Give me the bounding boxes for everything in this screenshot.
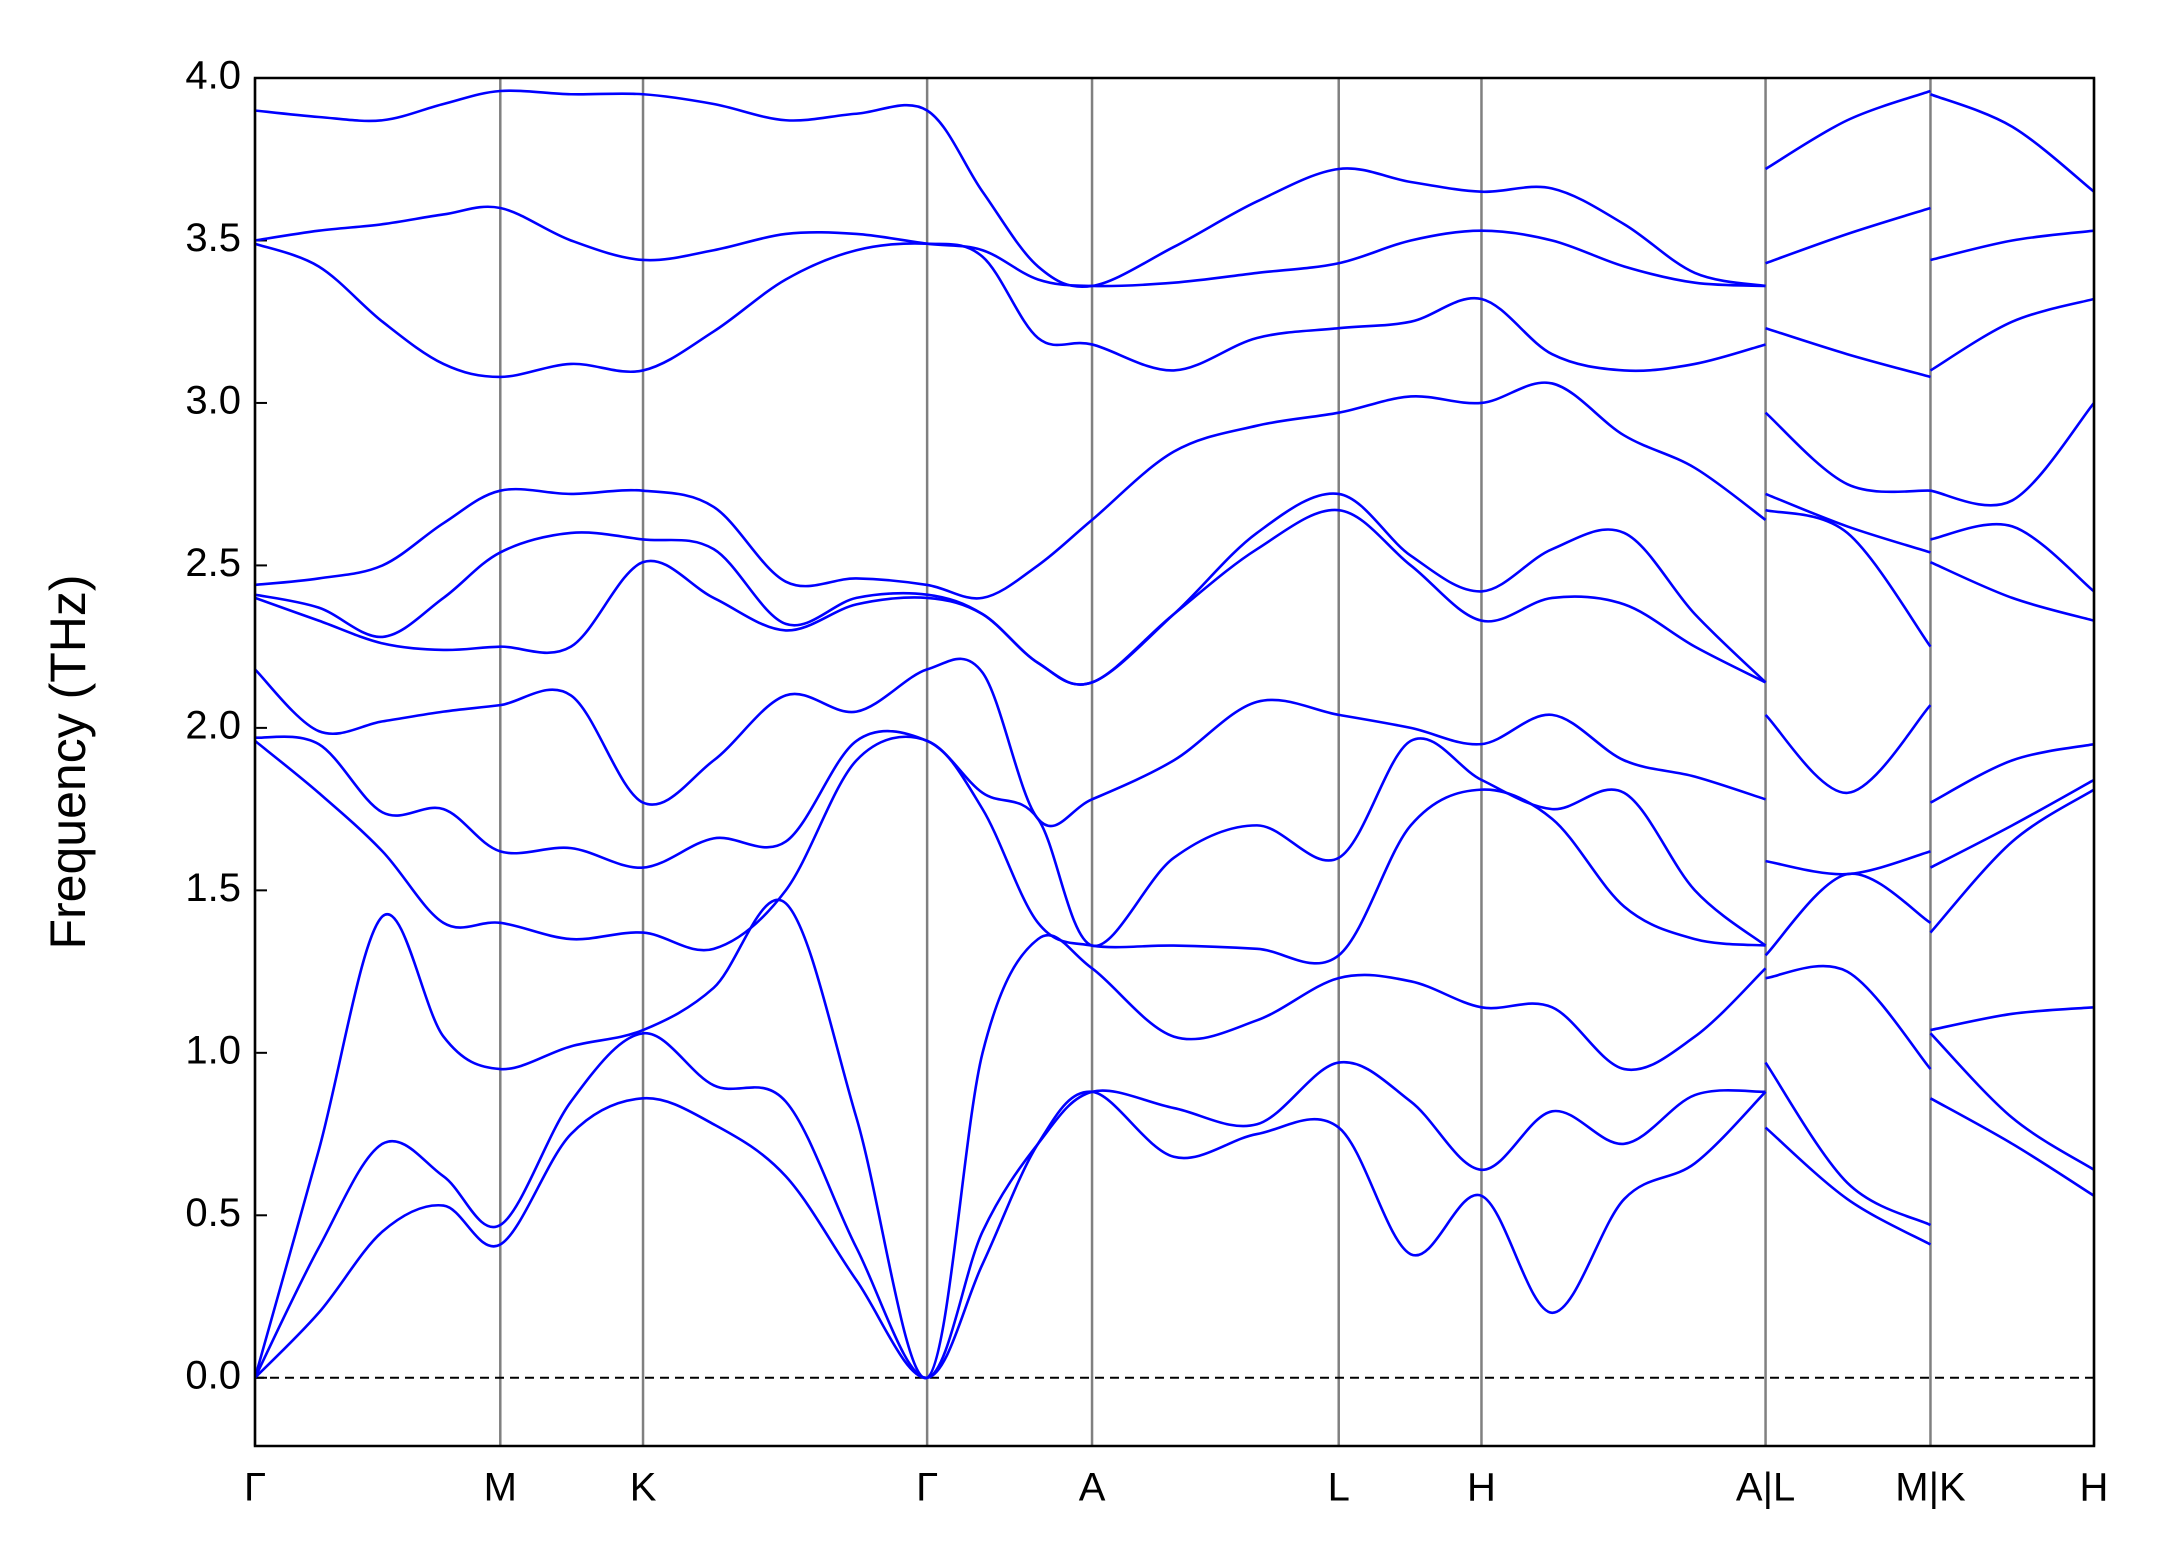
band-line	[255, 735, 2094, 965]
x-tick-label: K	[630, 1466, 657, 1510]
x-tick-label: A	[1079, 1466, 1106, 1510]
band-line	[255, 508, 2094, 686]
x-tick-label: M|K	[1895, 1466, 1966, 1510]
y-tick-label: 1.0	[185, 1028, 241, 1072]
band-line	[255, 492, 2094, 686]
x-tick-label: M	[484, 1466, 517, 1510]
band-line	[255, 89, 2094, 289]
band-line	[255, 381, 2094, 600]
band-line	[255, 242, 2094, 379]
y-tick-label: 3.0	[185, 379, 241, 423]
y-tick-label: 0.0	[185, 1353, 241, 1397]
y-tick-label: 0.5	[185, 1191, 241, 1235]
y-axis-label: Frequency (THz)	[40, 574, 96, 949]
band-line	[255, 1032, 2094, 1380]
y-tick-label: 3.5	[185, 216, 241, 260]
y-tick-label: 4.0	[185, 54, 241, 98]
axis-labels: 0.0 0.5 1.0 1.5 2.0 2.5 3.0 3.5 4.0 Γ M K Γ A L H A|L M|K…	[185, 54, 2108, 1510]
y-tick-label: 1.5	[185, 866, 241, 910]
band-line	[255, 205, 2094, 288]
band-line	[255, 657, 2094, 828]
x-tick-label: Γ	[244, 1466, 266, 1510]
band-line	[255, 729, 2094, 947]
x-tick-label: A|L	[1736, 1466, 1795, 1510]
x-tick-label: L	[1328, 1466, 1350, 1510]
y-tick-label: 2.5	[185, 541, 241, 585]
band-line	[255, 898, 2094, 1380]
x-tick-label: Γ	[916, 1466, 938, 1510]
band-line	[255, 1090, 2094, 1380]
y-tick-label: 2.0	[185, 703, 241, 747]
x-tick-label: H	[1467, 1466, 1496, 1510]
x-tick-label: H	[2080, 1466, 2109, 1510]
bands	[255, 89, 2094, 1380]
plot-frame	[253, 76, 2096, 1448]
